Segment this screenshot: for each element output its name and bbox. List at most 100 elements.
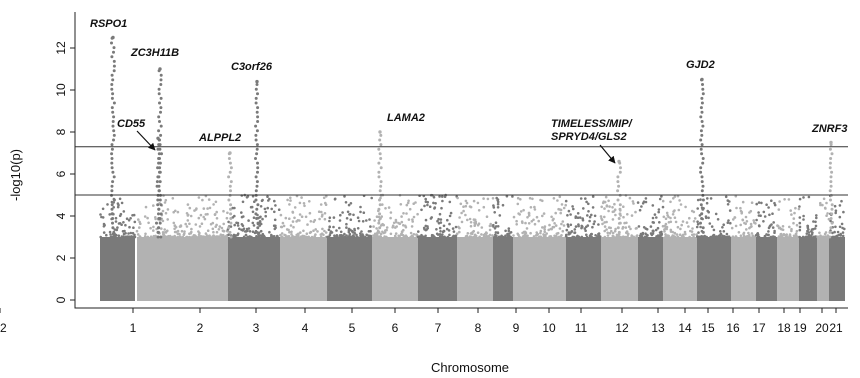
snp-point — [537, 219, 540, 223]
snp-point — [378, 226, 382, 230]
snp-point — [250, 235, 253, 239]
snp-point — [178, 235, 182, 238]
snp-point — [608, 205, 611, 208]
lead-snp-point — [156, 136, 160, 140]
lead-snp-point — [255, 79, 259, 84]
snp-point — [110, 83, 114, 86]
gene-label: GJD2 — [686, 59, 715, 71]
snp-point — [705, 201, 709, 205]
snp-point — [742, 234, 746, 238]
snp-point — [650, 232, 653, 236]
snp-point — [345, 222, 348, 226]
snp-point — [825, 214, 828, 217]
snp-point — [700, 189, 704, 193]
snp-point — [541, 214, 544, 218]
chromosome-13-points — [636, 195, 665, 301]
snp-point — [159, 212, 163, 216]
snp-point — [127, 232, 130, 235]
x-tick-label: 11 — [575, 321, 588, 335]
snp-point — [157, 129, 161, 133]
snp-point — [379, 184, 383, 188]
snp-point — [640, 235, 644, 239]
snp-point — [562, 224, 566, 227]
snp-point — [710, 225, 714, 228]
snp-point — [604, 195, 608, 199]
snp-point — [125, 217, 129, 220]
snp-point — [670, 235, 673, 239]
snp-point — [256, 120, 260, 123]
snp-point — [214, 200, 218, 204]
snp-point — [634, 210, 637, 214]
snp-point — [112, 138, 115, 142]
snp-point — [838, 204, 842, 207]
snp-point — [186, 213, 190, 217]
snp-point — [515, 223, 518, 226]
snp-point — [254, 101, 258, 105]
snp-point — [143, 215, 147, 218]
snp-point — [101, 216, 105, 219]
snp-point — [400, 220, 404, 224]
snp-point — [159, 73, 163, 77]
snp-point — [701, 161, 705, 165]
snp-point — [581, 225, 584, 228]
snp-point — [361, 235, 365, 239]
snp-point — [171, 197, 175, 200]
chromosome-14-point-mass — [663, 237, 697, 301]
snp-point — [128, 225, 131, 229]
snp-point — [197, 216, 201, 220]
snp-point — [627, 232, 630, 236]
snp-point — [176, 232, 180, 235]
snp-point — [616, 189, 620, 193]
snp-point — [533, 222, 537, 226]
snp-point — [613, 229, 617, 233]
snp-point — [314, 228, 318, 231]
snp-point — [829, 226, 833, 230]
snp-point — [247, 219, 250, 222]
snp-point — [282, 224, 286, 228]
snp-point — [785, 235, 788, 238]
snp-point — [124, 232, 127, 235]
snp-point — [368, 218, 371, 221]
snp-point — [519, 198, 522, 201]
snp-point — [667, 234, 670, 238]
snp-point — [443, 235, 446, 239]
snp-point — [361, 220, 365, 223]
snp-point — [328, 216, 332, 219]
snp-point — [438, 195, 441, 198]
snp-point — [238, 227, 241, 231]
snp-point — [280, 235, 284, 238]
snp-point — [158, 120, 161, 123]
snp-point — [708, 222, 712, 225]
snp-point — [688, 216, 691, 220]
snp-point — [760, 201, 763, 205]
snp-point — [731, 235, 735, 239]
snp-point — [256, 221, 260, 225]
snp-point — [618, 212, 622, 216]
snp-point — [640, 205, 643, 208]
snp-point — [472, 199, 476, 203]
snp-point — [739, 206, 742, 210]
snp-point — [349, 202, 353, 205]
snp-point — [288, 230, 291, 234]
snp-point — [288, 203, 291, 206]
snp-point — [460, 211, 463, 215]
snp-point — [220, 234, 224, 237]
snp-point — [127, 219, 131, 222]
snp-point — [367, 230, 371, 233]
x-tick-label: 10 — [542, 321, 556, 335]
snp-point — [734, 224, 738, 228]
snp-point — [159, 96, 163, 100]
snp-point — [430, 216, 434, 219]
snp-point — [821, 203, 824, 207]
snp-point — [418, 235, 421, 238]
snp-point — [561, 220, 565, 223]
snp-point — [676, 225, 680, 229]
snp-point — [407, 218, 411, 221]
chromosome-3-point-mass — [228, 237, 280, 301]
snp-point — [700, 133, 704, 137]
snp-point — [569, 213, 572, 216]
snp-point — [236, 224, 240, 227]
snp-point — [338, 226, 341, 230]
snp-point — [293, 206, 297, 209]
snp-point — [576, 212, 580, 215]
